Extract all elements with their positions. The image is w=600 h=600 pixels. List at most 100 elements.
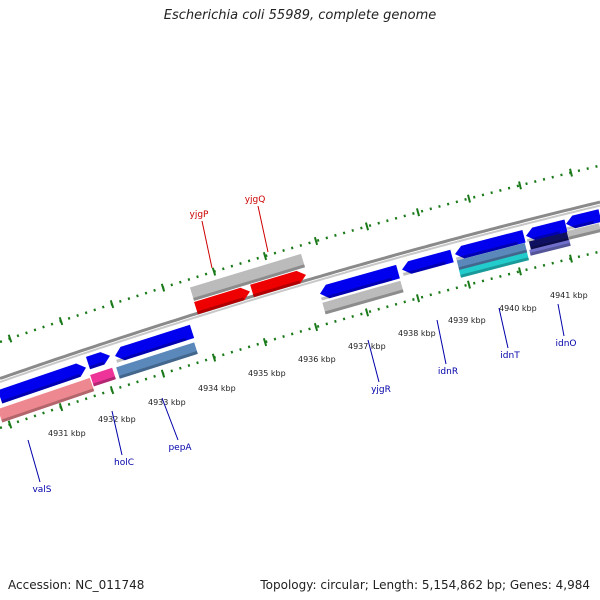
- yjgP-gene[interactable]: [194, 285, 252, 315]
- idnK-cds-2-shade: [529, 242, 571, 256]
- inner-major-tick: [211, 353, 217, 362]
- idnO-gene-shade: [566, 220, 594, 231]
- pepA-cds[interactable]: [116, 342, 198, 379]
- scale-label-4937: 4937 kbp: [348, 342, 386, 351]
- idnT-cds[interactable]: [456, 242, 528, 271]
- idnK-cds[interactable]: [528, 231, 570, 251]
- inner-scale-ring: [0, 250, 600, 430]
- idnR-gene[interactable]: [400, 249, 454, 276]
- inner-major-tick: [313, 322, 319, 332]
- outer-major-tick: [58, 316, 64, 326]
- idnK-gene[interactable]: [524, 219, 568, 243]
- gene-label-yjgQ[interactable]: yjgQ: [245, 195, 266, 205]
- idnR-gene-shade: [402, 261, 446, 276]
- scale-label-4940: 4940 kbp: [499, 304, 537, 313]
- idnT-cds-2-shade: [460, 257, 530, 278]
- gene-label-valS[interactable]: valS: [32, 485, 51, 495]
- holC-cds-shade: [92, 376, 116, 387]
- leader-idnR: [436, 319, 447, 365]
- leader-yjgQ: [257, 205, 269, 253]
- yjgP-grey-feature[interactable]: [189, 253, 306, 301]
- idnT-gene-shade: [455, 241, 518, 261]
- valS-gene-shade: [1, 373, 81, 404]
- accession-text: Accession: NC_011748: [8, 578, 145, 592]
- outer-major-tick: [211, 267, 217, 276]
- valS-gene-shape: [0, 363, 87, 404]
- map-title: Escherichia coli 55989, complete genome: [163, 8, 437, 23]
- scale-label-4931: 4931 kbp: [48, 429, 86, 438]
- idnT-gene-shape: [455, 229, 526, 259]
- pepA-gene[interactable]: [113, 324, 195, 363]
- valS-cds-shade: [1, 388, 95, 423]
- scale-label-4935: 4935 kbp: [248, 369, 286, 378]
- valS-gene[interactable]: [0, 361, 88, 404]
- outer-major-tick: [7, 334, 13, 343]
- inner-major-tick: [364, 308, 370, 317]
- idnR-gene-shape: [401, 249, 454, 274]
- gene-label-yjgP[interactable]: yjgP: [190, 210, 210, 220]
- inner-major-tick: [7, 420, 13, 429]
- idnK-cds-shade: [530, 237, 570, 251]
- idnK-gene-shape: [526, 219, 568, 241]
- yjgQ-gene-shade: [252, 280, 301, 298]
- yjgR-grey-feature[interactable]: [322, 280, 404, 315]
- inner-major-tick: [262, 337, 268, 347]
- idnT-cds-shape: [456, 242, 528, 271]
- yjgP-gene-shape: [194, 287, 250, 315]
- scale-label-4933: 4933 kbp: [148, 398, 186, 407]
- outer-major-tick: [160, 283, 166, 292]
- outer-major-tick: [364, 222, 370, 231]
- outer-major-tick: [109, 300, 115, 309]
- outer-major-tick: [415, 208, 421, 217]
- backbone-line-shadow: [0, 204, 600, 383]
- yjgR-gene-shade: [321, 277, 393, 301]
- yjgP-grey-feature-shape: [189, 253, 306, 301]
- scale-label-4941: 4941 kbp: [550, 291, 588, 300]
- inner-major-tick: [518, 267, 522, 276]
- inner-major-tick: [109, 386, 115, 395]
- idnT-gene[interactable]: [453, 229, 526, 261]
- holC-cds-shape: [90, 367, 116, 387]
- yjgQ-gene[interactable]: [250, 269, 308, 298]
- inner-major-tick: [467, 280, 471, 289]
- idnT-cds-shade: [458, 249, 528, 271]
- yjgR-grey-feature-shade: [324, 289, 404, 315]
- inner-major-tick: [58, 402, 64, 412]
- leader-yjgR: [367, 339, 380, 383]
- idnO-grey-feature[interactable]: [566, 223, 600, 240]
- holC-gene[interactable]: [85, 350, 112, 370]
- yjgR-grey-feature-shape: [322, 280, 404, 315]
- holC-cds[interactable]: [90, 367, 116, 387]
- idnK-cds-2[interactable]: [529, 239, 571, 256]
- idnK-cds-shape: [528, 231, 570, 251]
- holC-gene-shape: [85, 352, 111, 370]
- outer-major-tick: [262, 251, 268, 261]
- outer-major-tick: [313, 236, 319, 246]
- scale-label-4936: 4936 kbp: [298, 355, 336, 364]
- leader-holC: [111, 410, 123, 456]
- leader-pepA: [161, 397, 179, 441]
- pepA-gene-shape: [115, 324, 195, 361]
- leader-idnT: [498, 307, 509, 349]
- inner-major-tick: [160, 369, 166, 378]
- yjgR-gene-shape: [319, 264, 400, 299]
- idnO-grey-feature-shade: [568, 229, 600, 240]
- pepA-cds-shape: [116, 342, 198, 379]
- idnK-gene-shade: [526, 231, 560, 243]
- outer-major-tick: [467, 194, 471, 203]
- gene-label-idnR[interactable]: idnR: [438, 367, 458, 377]
- valS-cds[interactable]: [0, 377, 95, 423]
- gene-label-holC[interactable]: holC: [114, 458, 134, 468]
- gene-label-idnT[interactable]: idnT: [500, 351, 520, 361]
- idnO-gene[interactable]: [564, 209, 600, 231]
- scale-label-4938: 4938 kbp: [398, 329, 436, 338]
- gene-label-idnO[interactable]: idnO: [555, 339, 576, 349]
- gene-label-pepA[interactable]: pepA: [168, 443, 192, 453]
- holC-gene-shade: [89, 361, 105, 370]
- gene-label-yjgR[interactable]: yjgR: [371, 385, 391, 395]
- idnT-cds-2[interactable]: [458, 252, 530, 278]
- yjgR-gene[interactable]: [318, 264, 400, 301]
- yjgP-grey-feature-shade: [193, 264, 306, 301]
